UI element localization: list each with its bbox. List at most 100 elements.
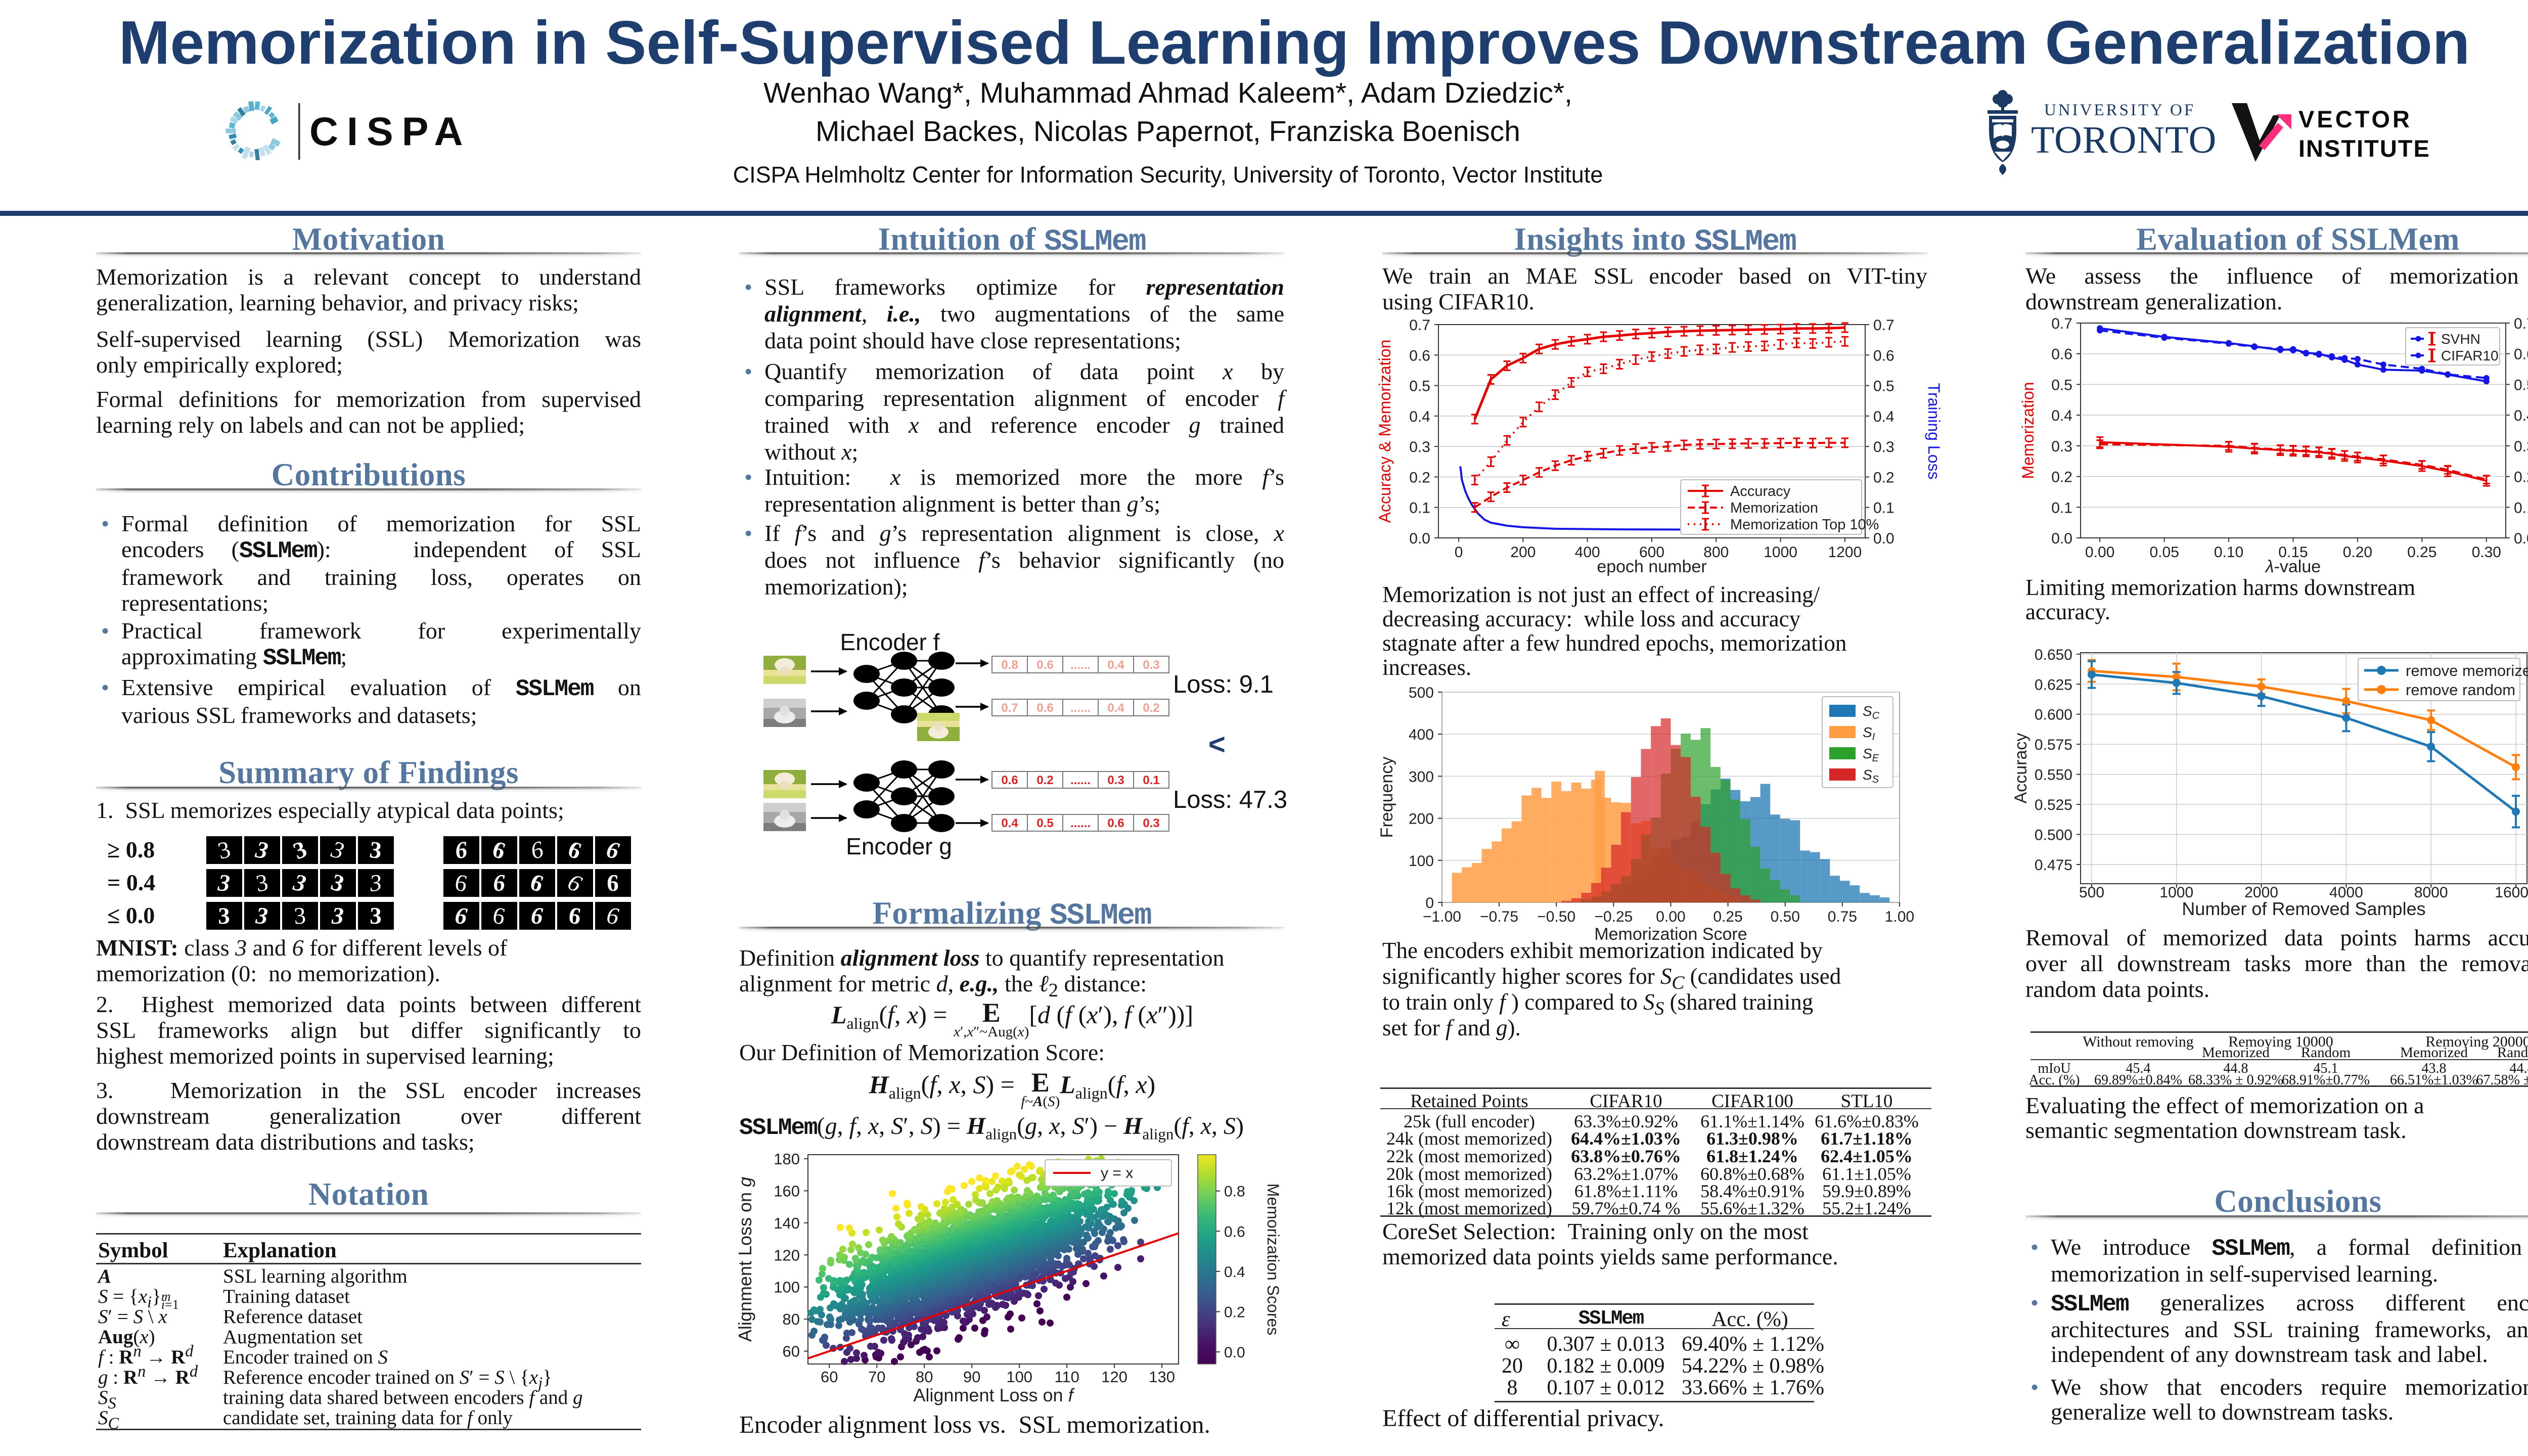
svg-text:180: 180 [774, 1150, 800, 1168]
svg-text:0.6: 0.6 [1873, 347, 1894, 364]
svg-text:0.6: 0.6 [1036, 701, 1053, 715]
svg-text:0.6: 0.6 [2514, 346, 2528, 363]
svg-text:0.5: 0.5 [2051, 377, 2072, 393]
svg-text:400: 400 [1575, 544, 1600, 561]
svg-text:0.525: 0.525 [2035, 797, 2072, 813]
svg-text:0: 0 [1455, 544, 1463, 561]
svg-text:0.0: 0.0 [1409, 530, 1430, 547]
svg-text:0.1: 0.1 [2051, 499, 2072, 516]
svg-text:0.6: 0.6 [1036, 658, 1053, 672]
svg-text:6: 6 [492, 870, 506, 897]
svg-text:1000: 1000 [1764, 544, 1797, 561]
svg-text:Training Loss: Training Loss [1925, 383, 1943, 480]
svg-text:16000: 16000 [2495, 884, 2528, 901]
svg-text:0.50: 0.50 [1771, 908, 1800, 925]
svg-text:0.5: 0.5 [1873, 378, 1894, 395]
svg-text:0.600: 0.600 [2035, 707, 2072, 723]
svg-text:SS: SS [1863, 767, 1879, 785]
svg-text:Encoder f: Encoder f [840, 629, 940, 655]
svg-text:0.4: 0.4 [1107, 701, 1124, 715]
svg-text:0.0: 0.0 [2051, 530, 2072, 547]
svg-text:0.8: 0.8 [1224, 1184, 1245, 1200]
svg-text:Memorization Scores: Memorization Scores [1264, 1184, 1282, 1336]
svg-text:3: 3 [293, 902, 307, 930]
svg-text:Accuracy: Accuracy [1730, 483, 1791, 499]
svg-text:100: 100 [1409, 853, 1434, 870]
svg-text:4000: 4000 [2329, 884, 2363, 901]
svg-text:0.4: 0.4 [1224, 1264, 1245, 1281]
svg-text:0.0: 0.0 [1873, 530, 1894, 547]
svg-text:3: 3 [368, 870, 383, 897]
svg-text:Memorization: Memorization [1730, 500, 1818, 516]
svg-text:0.1: 0.1 [1143, 774, 1159, 787]
svg-text:0.3: 0.3 [1107, 774, 1124, 787]
svg-text:100: 100 [774, 1279, 800, 1296]
svg-text:0.6: 0.6 [1001, 774, 1018, 787]
svg-text:−0.25: −0.25 [1594, 908, 1633, 925]
svg-text:0.1: 0.1 [1873, 500, 1894, 517]
svg-text:0.3: 0.3 [1409, 439, 1430, 456]
svg-text:y = x: y = x [1101, 1165, 1133, 1181]
svg-text:SE: SE [1863, 746, 1879, 764]
svg-text:2000: 2000 [2244, 884, 2278, 901]
svg-text:160: 160 [774, 1182, 800, 1200]
svg-text:0.4: 0.4 [1107, 658, 1124, 672]
svg-text:Alignment Loss on g: Alignment Loss on g [735, 1177, 755, 1342]
svg-text:−0.50: −0.50 [1537, 908, 1575, 925]
svg-text:0.4: 0.4 [2514, 407, 2528, 424]
svg-text:0.6: 0.6 [1107, 816, 1124, 830]
svg-text:Memorization Top 10%: Memorization Top 10% [1730, 517, 1879, 533]
svg-text:0.4: 0.4 [1873, 408, 1894, 425]
svg-text:0.3: 0.3 [2514, 438, 2528, 455]
svg-text:0.2: 0.2 [1224, 1304, 1245, 1321]
svg-text:800: 800 [1703, 544, 1729, 561]
svg-text:200: 200 [1409, 811, 1434, 828]
svg-text:INSTITUTE: INSTITUTE [2298, 135, 2430, 162]
svg-text:0.2: 0.2 [1409, 469, 1430, 486]
svg-text:500: 500 [1409, 685, 1434, 701]
svg-text:......: ...... [1070, 701, 1091, 715]
svg-text:CIFAR10: CIFAR10 [2441, 348, 2499, 363]
svg-text:Alignment Loss on f: Alignment Loss on f [913, 1385, 1075, 1405]
svg-text:0.575: 0.575 [2035, 737, 2072, 753]
svg-text:Accuracy: Accuracy [2012, 733, 2030, 804]
svg-text:0.05: 0.05 [2150, 544, 2179, 561]
svg-text:0.15: 0.15 [2278, 544, 2308, 561]
svg-text:0.8: 0.8 [1001, 658, 1018, 672]
svg-text:VECTOR: VECTOR [2298, 106, 2412, 132]
svg-text:Frequency: Frequency [1377, 757, 1396, 838]
svg-text:3: 3 [370, 903, 382, 929]
svg-text:Memorization Score: Memorization Score [1594, 925, 1747, 944]
svg-text:60: 60 [821, 1368, 838, 1386]
svg-text:0.6: 0.6 [2051, 346, 2072, 363]
svg-text:60: 60 [783, 1343, 800, 1360]
svg-text:0.4: 0.4 [1001, 816, 1018, 830]
svg-text:0.2: 0.2 [1036, 774, 1053, 787]
svg-text:6: 6 [607, 870, 619, 896]
svg-text:200: 200 [1510, 544, 1536, 561]
svg-text:0.650: 0.650 [2035, 647, 2072, 663]
svg-text:0.2: 0.2 [1873, 469, 1894, 486]
svg-text:0.1: 0.1 [2514, 499, 2528, 516]
svg-text:......: ...... [1070, 816, 1091, 830]
svg-text:0.7: 0.7 [2514, 315, 2528, 332]
svg-text:70: 70 [868, 1368, 885, 1386]
svg-text:<: < [1208, 728, 1226, 761]
svg-text:Encoder g: Encoder g [846, 833, 952, 859]
svg-text:0.4: 0.4 [2051, 407, 2072, 424]
svg-text:Memorization: Memorization [2020, 382, 2037, 479]
svg-text:3: 3 [331, 903, 344, 930]
svg-text:100: 100 [1006, 1368, 1032, 1386]
svg-text:3: 3 [218, 903, 230, 929]
svg-text:0.30: 0.30 [2472, 544, 2501, 561]
svg-text:epoch number: epoch number [1597, 557, 1706, 576]
svg-text:0.5: 0.5 [1036, 816, 1053, 830]
svg-text:300: 300 [1409, 768, 1434, 785]
svg-text:0.2: 0.2 [2514, 469, 2528, 486]
svg-text:0.3: 0.3 [1143, 658, 1159, 672]
svg-text:1.00: 1.00 [1885, 908, 1914, 925]
svg-text:400: 400 [1409, 726, 1434, 743]
svg-text:≤ 0.0: ≤ 0.0 [107, 902, 155, 928]
svg-text:0.6: 0.6 [1224, 1223, 1245, 1240]
svg-text:Loss: 47.3: Loss: 47.3 [1173, 786, 1287, 813]
